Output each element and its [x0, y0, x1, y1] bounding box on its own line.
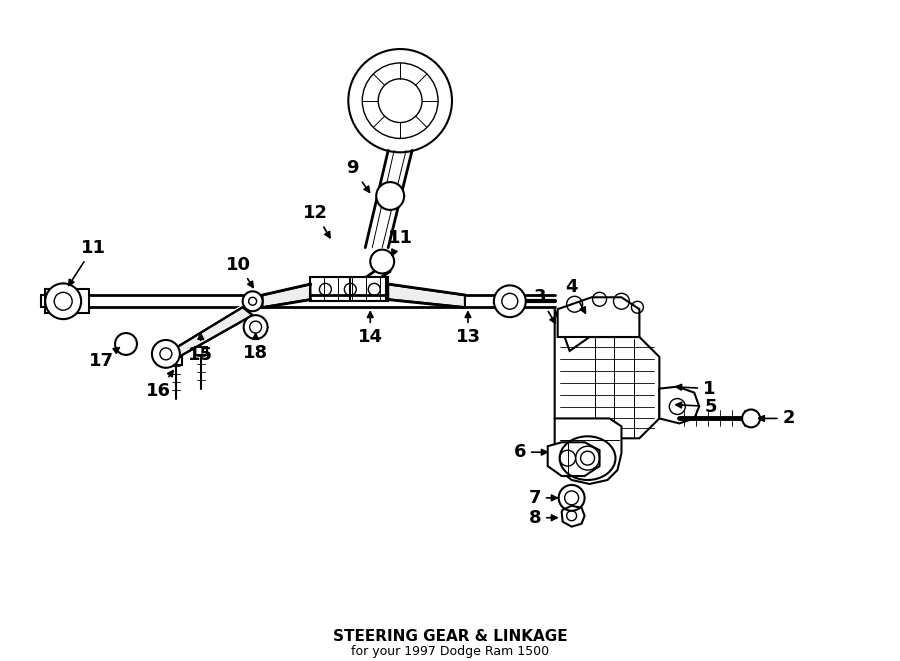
Circle shape [45, 284, 81, 319]
Text: 2: 2 [759, 409, 796, 428]
Circle shape [152, 340, 180, 368]
Polygon shape [554, 418, 622, 484]
Text: 18: 18 [243, 334, 268, 362]
Text: 4: 4 [565, 278, 585, 313]
Circle shape [249, 321, 262, 333]
Text: 9: 9 [346, 159, 370, 192]
Circle shape [244, 315, 267, 339]
Polygon shape [554, 309, 660, 438]
Text: 3: 3 [534, 288, 555, 323]
Circle shape [502, 293, 518, 309]
Text: 12: 12 [303, 204, 330, 238]
Bar [310, 278, 388, 301]
Polygon shape [263, 284, 310, 307]
Bar [194, 347, 207, 355]
Circle shape [243, 292, 263, 311]
Polygon shape [388, 284, 465, 307]
Text: 11: 11 [388, 229, 413, 255]
Text: 5: 5 [676, 397, 717, 416]
Text: 10: 10 [226, 256, 253, 288]
Circle shape [742, 410, 760, 428]
Polygon shape [171, 307, 253, 357]
Polygon shape [660, 387, 699, 424]
Text: 17: 17 [88, 348, 120, 370]
Text: STEERING GEAR & LINKAGE: STEERING GEAR & LINKAGE [333, 629, 567, 644]
Text: 6: 6 [514, 443, 547, 461]
Text: for your 1997 Dodge Ram 1500: for your 1997 Dodge Ram 1500 [351, 645, 549, 658]
Polygon shape [562, 506, 585, 527]
Bar [41, 295, 51, 307]
Text: 15: 15 [188, 334, 213, 364]
Bar [170, 357, 182, 365]
Bar [45, 290, 89, 313]
Text: 11: 11 [68, 239, 105, 286]
Polygon shape [548, 442, 599, 476]
Polygon shape [558, 297, 639, 337]
Text: 13: 13 [455, 312, 481, 346]
Text: 7: 7 [528, 489, 557, 507]
Text: 8: 8 [528, 509, 557, 527]
Circle shape [370, 250, 394, 274]
Text: 14: 14 [357, 312, 382, 346]
Circle shape [494, 286, 526, 317]
Circle shape [376, 182, 404, 210]
Circle shape [54, 292, 72, 310]
Text: 16: 16 [147, 371, 173, 400]
Circle shape [115, 333, 137, 355]
Text: 1: 1 [676, 379, 716, 398]
